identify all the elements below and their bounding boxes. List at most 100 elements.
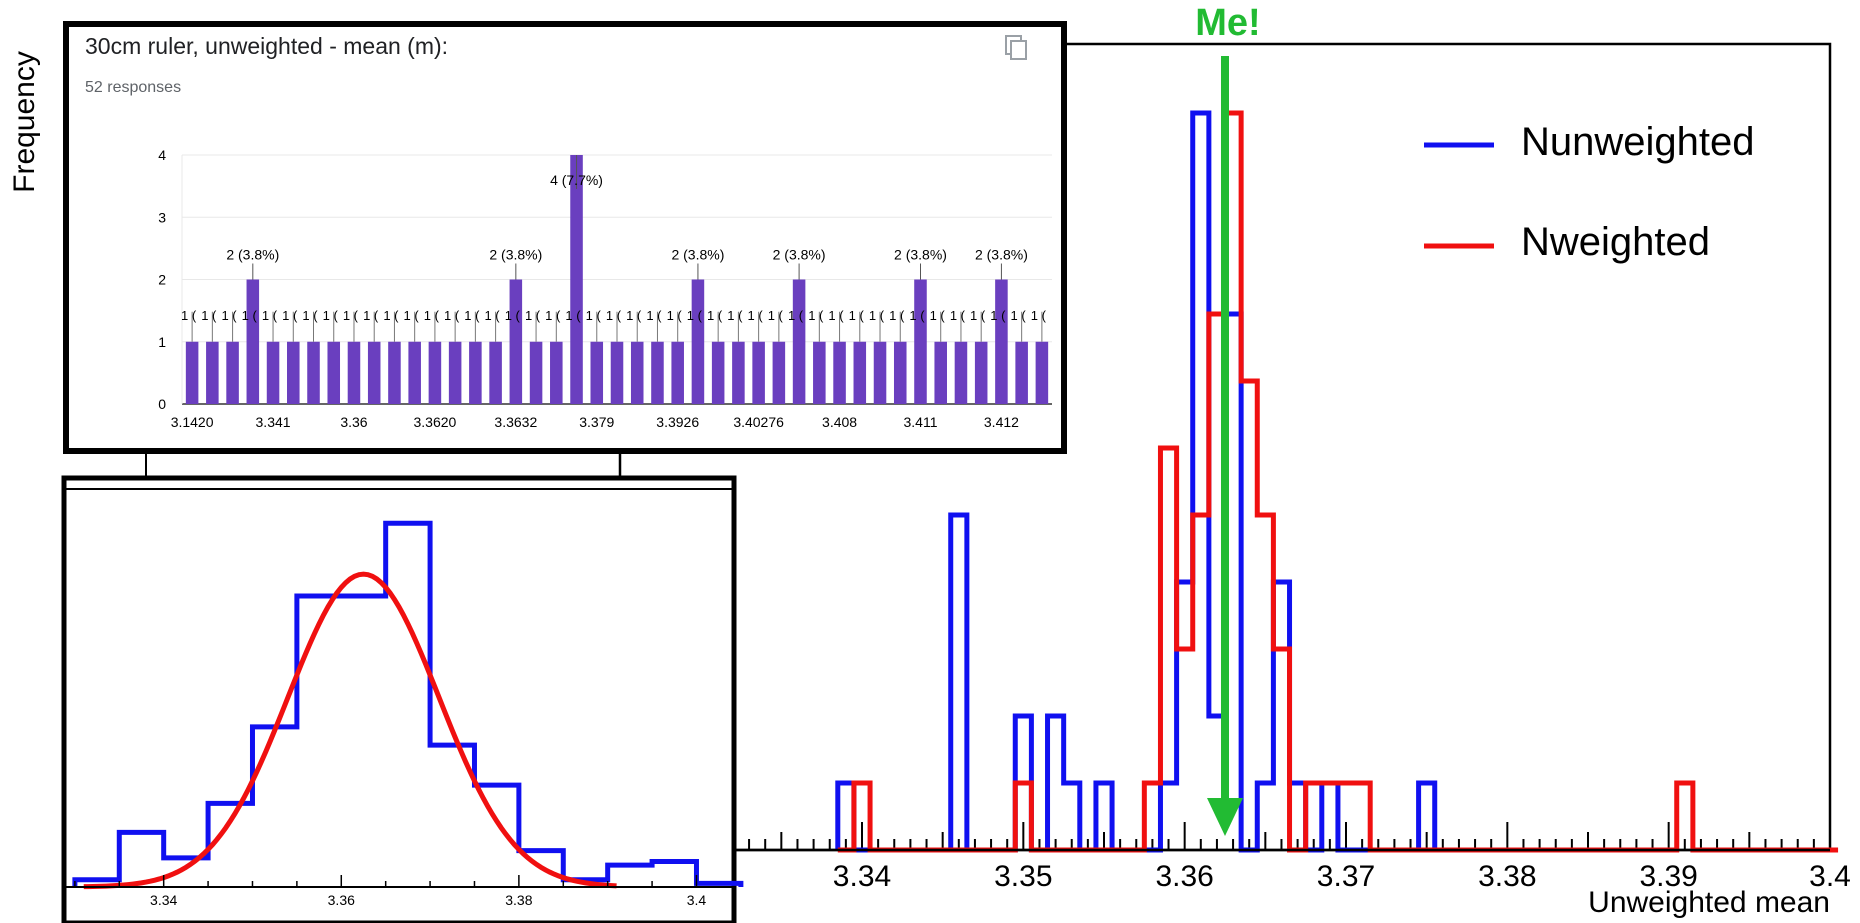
form-bar[interactable]: [630, 341, 644, 404]
form-bar[interactable]: [752, 341, 765, 404]
form-x-tick-label: 3.40276: [733, 414, 784, 430]
form-bar[interactable]: [550, 341, 563, 404]
form-bar[interactable]: [813, 341, 826, 404]
form-bar[interactable]: [833, 341, 846, 404]
form-bar[interactable]: [469, 341, 482, 404]
zoom-fit-inset: 3.34 3.36 3.38 3.4: [61, 475, 744, 923]
main-x-tick-label: 3.39: [1639, 860, 1697, 893]
form-x-tick-label: 3.3926: [656, 414, 699, 430]
form-one-label: 1 (: [302, 308, 318, 323]
form-x-tick-label: 3.411: [903, 414, 937, 430]
legend-label-nunweighted: Nunweighted: [1521, 120, 1755, 164]
form-one-label: 1 (: [525, 308, 541, 323]
form-bar[interactable]: [367, 341, 381, 404]
form-bar[interactable]: [509, 279, 523, 405]
form-bar[interactable]: [590, 341, 604, 404]
form-one-label: 1 (: [606, 308, 622, 323]
main-x-tick-label: 3.36: [1155, 860, 1213, 893]
form-one-label: 1 (: [727, 308, 743, 323]
main-x-tick-label: 3.38: [1478, 860, 1536, 893]
form-bar[interactable]: [651, 341, 664, 404]
form-bar[interactable]: [246, 279, 260, 405]
form-one-label: 1 (: [404, 308, 420, 323]
form-bar[interactable]: [428, 341, 442, 404]
main-histogram: 3.34 3.35 3.36 3.37 3.38 3.39 3.4 Unweighted m…: [8, 2, 1851, 919]
form-one-label: 1 (: [788, 308, 804, 323]
form-response-count: 52 responses: [85, 79, 181, 96]
legend: Nunweighted Nweighted: [1424, 120, 1755, 264]
gaussian-fit-curve: [83, 571, 617, 890]
form-bar-label: 2 (3.8%): [894, 247, 947, 263]
form-bar[interactable]: [974, 341, 988, 404]
main-x-tick-label: 3.37: [1317, 860, 1375, 893]
y-axis-label: Frequency: [8, 51, 41, 193]
form-bar[interactable]: [570, 155, 583, 404]
form-one-label: 1 (: [768, 308, 784, 323]
form-one-label: 1 (: [383, 308, 399, 323]
form-one-label: 1 (: [1031, 308, 1047, 323]
form-y-tick-labels: 0 1 2 3 4: [158, 147, 166, 412]
form-bar[interactable]: [307, 341, 320, 404]
google-form-inset: 30cm ruler, unweighted - mean (m): 52 re…: [63, 21, 1067, 476]
form-bar-label: 4 (7.7%): [550, 172, 603, 188]
me-arrow-head: [1207, 798, 1243, 836]
form-bar[interactable]: [610, 341, 624, 404]
form-x-tick-label: 3.3632: [494, 414, 537, 430]
me-annotation: Me!: [1195, 2, 1261, 836]
form-bar[interactable]: [448, 341, 462, 404]
form-one-label: 1 (: [889, 308, 905, 323]
form-bar[interactable]: [711, 341, 725, 404]
form-question-title: 30cm ruler, unweighted - mean (m):: [85, 33, 448, 59]
form-bar[interactable]: [185, 341, 199, 404]
copy-icon-front: [1010, 40, 1027, 60]
form-bar[interactable]: [914, 279, 927, 405]
form-bar[interactable]: [1035, 341, 1049, 404]
form-bar[interactable]: [873, 341, 887, 404]
form-y-tick-label: 0: [158, 396, 166, 412]
form-one-label: 1 (: [667, 308, 683, 323]
form-one-label: 1 (: [484, 308, 500, 323]
copy-icon[interactable]: [1005, 35, 1027, 60]
form-one-label: 1 (: [707, 308, 723, 323]
form-bar[interactable]: [226, 341, 239, 404]
form-one-label: 1 (: [990, 308, 1006, 323]
form-bar[interactable]: [772, 341, 786, 404]
form-bar[interactable]: [266, 341, 280, 404]
form-y-tick-label: 1: [158, 334, 166, 350]
main-x-tick-label: 3.4: [1809, 860, 1851, 893]
form-bar[interactable]: [671, 341, 684, 404]
main-x-tick-label: 3.35: [994, 860, 1052, 893]
x-axis-label: Unweighted mean: [1588, 886, 1830, 919]
form-bar[interactable]: [327, 341, 341, 404]
form-one-label: 1 (: [930, 308, 946, 323]
form-bar[interactable]: [893, 341, 907, 404]
form-bar[interactable]: [206, 341, 219, 404]
form-card-frame: [63, 21, 1067, 454]
inset-frame: [61, 475, 737, 923]
form-bar[interactable]: [792, 279, 806, 405]
form-bar[interactable]: [732, 341, 745, 404]
form-bar[interactable]: [1015, 341, 1028, 404]
form-bar[interactable]: [347, 341, 361, 404]
zoom-x-ticks: [74, 875, 698, 887]
form-bar[interactable]: [287, 341, 300, 404]
form-bar[interactable]: [489, 341, 502, 404]
form-one-label: 1 (: [565, 308, 581, 323]
form-one-label: 1 (: [444, 308, 460, 323]
form-bar[interactable]: [408, 341, 421, 404]
form-one-label: 1 (: [464, 308, 480, 323]
form-bar[interactable]: [388, 341, 401, 404]
form-bar[interactable]: [995, 279, 1008, 405]
form-one-label: 1 (: [221, 308, 237, 323]
form-one-label: 1 (: [909, 308, 925, 323]
zoom-x-tick-label: 3.36: [328, 892, 355, 908]
form-one-label: 1 (: [201, 308, 217, 323]
form-bar[interactable]: [691, 279, 705, 405]
form-bar-label: 2 (3.8%): [489, 247, 542, 263]
zoom-x-tick-label: 3.34: [150, 892, 177, 908]
form-bar[interactable]: [954, 341, 968, 404]
form-bar[interactable]: [934, 341, 947, 404]
form-bar[interactable]: [529, 341, 543, 404]
form-bar[interactable]: [853, 341, 867, 404]
